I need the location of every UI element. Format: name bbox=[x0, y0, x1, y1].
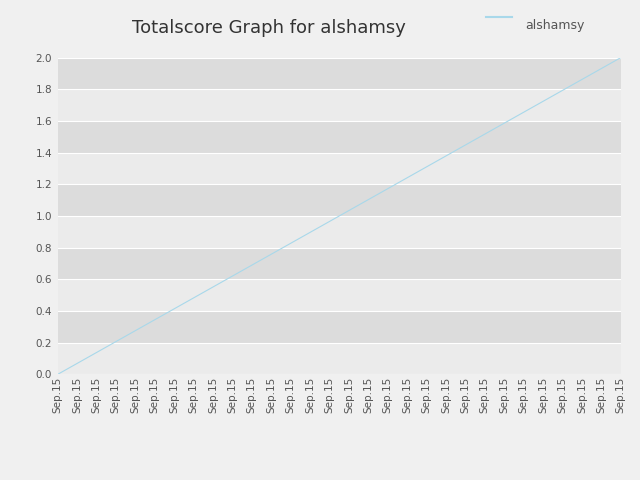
alshamsy bbox=[423, 164, 431, 170]
alshamsy bbox=[326, 218, 333, 224]
alshamsy bbox=[403, 175, 411, 180]
alshamsy bbox=[268, 252, 275, 257]
Bar bbox=[58, 311, 621, 343]
Bar bbox=[58, 248, 621, 279]
alshamsy bbox=[500, 120, 508, 126]
alshamsy bbox=[287, 240, 294, 246]
Bar bbox=[58, 121, 621, 153]
alshamsy bbox=[189, 295, 197, 301]
alshamsy bbox=[170, 306, 178, 312]
Line: alshamsy: alshamsy bbox=[58, 58, 621, 374]
Bar bbox=[58, 58, 621, 89]
Text: alshamsy: alshamsy bbox=[525, 19, 584, 32]
alshamsy bbox=[93, 349, 100, 355]
Text: Totalscore Graph for alshamsy: Totalscore Graph for alshamsy bbox=[132, 19, 406, 37]
alshamsy bbox=[559, 87, 566, 93]
alshamsy bbox=[54, 372, 61, 377]
alshamsy bbox=[131, 328, 139, 334]
Bar bbox=[58, 184, 621, 216]
alshamsy bbox=[228, 273, 236, 279]
alshamsy bbox=[248, 262, 255, 268]
alshamsy bbox=[461, 142, 469, 148]
alshamsy bbox=[578, 77, 586, 83]
alshamsy bbox=[365, 197, 372, 203]
alshamsy bbox=[73, 360, 81, 366]
alshamsy bbox=[209, 284, 217, 290]
alshamsy bbox=[481, 131, 489, 137]
alshamsy bbox=[306, 229, 314, 235]
alshamsy bbox=[151, 317, 159, 323]
alshamsy bbox=[384, 186, 392, 192]
alshamsy bbox=[617, 55, 625, 60]
alshamsy bbox=[345, 208, 353, 214]
alshamsy bbox=[112, 339, 120, 345]
alshamsy bbox=[442, 153, 450, 159]
alshamsy bbox=[540, 98, 547, 104]
alshamsy bbox=[520, 109, 527, 115]
alshamsy bbox=[598, 66, 605, 72]
